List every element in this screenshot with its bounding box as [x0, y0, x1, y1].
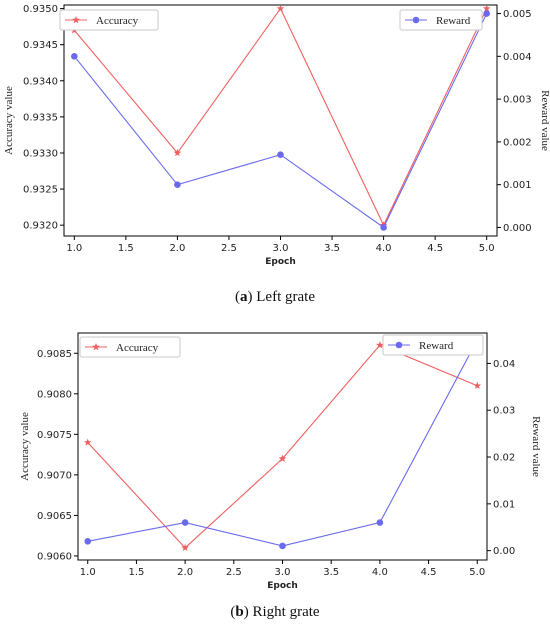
series-line-accuracy	[87, 344, 478, 549]
y2-axis-label: Reward value	[530, 416, 542, 477]
y-tick-label: 0.9085	[37, 349, 72, 360]
x-axis-label: Epoch	[267, 581, 298, 591]
x-tick-label: 2.0	[177, 567, 193, 578]
caption-a: (a) Left grate	[235, 289, 315, 305]
legend-label: Accuracy	[96, 15, 139, 27]
accuracy-point	[376, 341, 384, 349]
reward-point	[181, 519, 189, 526]
y2-tick-label: 0.01	[493, 499, 515, 510]
caption-b: (b) Right grate	[230, 604, 320, 620]
legend-reward: Reward	[399, 9, 483, 31]
y2-tick-label: 0.000	[503, 223, 532, 234]
x-tick-label: 4.0	[376, 243, 392, 254]
x-tick-label: 3.0	[275, 567, 291, 578]
reward-point	[277, 151, 284, 159]
x-tick-label: 1.0	[80, 567, 96, 578]
y2-tick-label: 0.00	[493, 546, 515, 557]
legend-label: Accuracy	[116, 342, 159, 354]
reward-point	[174, 181, 181, 188]
x-tick-label: 3.0	[273, 243, 289, 254]
plot-frame	[63, 4, 498, 237]
y-tick-label: 0.9065	[37, 511, 72, 522]
y2-tick-label: 0.003	[503, 95, 532, 106]
reward-point	[71, 53, 78, 60]
y2-tick-label: 0.002	[503, 137, 532, 148]
series-line-accuracy	[73, 7, 488, 227]
y-tick-label: 0.9325	[23, 185, 58, 196]
legend-box	[59, 9, 159, 31]
reward-point	[483, 10, 490, 17]
y-tick-label: 0.9320	[23, 221, 58, 232]
y-axis-label: Accuracy value	[3, 86, 15, 155]
y2-axis-label: Reward value	[539, 90, 550, 151]
legend-star-marker	[92, 343, 100, 351]
legend-circle-marker	[412, 16, 420, 24]
y2-tick-label: 0.005	[503, 9, 532, 20]
accuracy-point	[278, 454, 287, 462]
accuracy-point	[482, 4, 491, 12]
chart-b: 1.0 1.5 2.0 2.5 3.0 3.5 4.0 4.5 5.0 0.9060 0.9065 0…	[19, 332, 542, 591]
legend-star-marker	[72, 16, 80, 24]
y-tick-label: 0.9080	[37, 389, 72, 400]
x-tick-label: 3.5	[323, 567, 339, 578]
y-tick-label: 0.9075	[37, 430, 72, 441]
caption-b-text: Right grate	[252, 604, 320, 620]
series-line-reward	[87, 339, 478, 547]
caption-a-text: Left grate	[256, 289, 315, 305]
x-tick-label: 1.5	[128, 567, 144, 578]
caption-b-letter: b	[235, 604, 244, 620]
accuracy-point	[173, 148, 182, 157]
legend-accuracy: Accuracy	[59, 9, 159, 31]
series-line-reward	[73, 13, 488, 229]
y2-tick-label: 0.04	[493, 359, 515, 370]
accuracy-point	[83, 438, 92, 446]
x-tick-label: 3.5	[324, 243, 340, 254]
x-tick-label: 4.5	[427, 243, 443, 254]
plot-frame	[77, 332, 488, 561]
y2-tick-label: 0.004	[503, 52, 532, 63]
legend-box	[399, 9, 483, 31]
accuracy-point	[276, 4, 285, 12]
y2-tick-label: 0.001	[503, 180, 532, 191]
y2-tick-label: 0.02	[493, 453, 515, 464]
legend-box	[79, 336, 181, 358]
y-tick-label: 0.9345	[23, 40, 58, 51]
x-tick-label: 1.0	[66, 243, 82, 254]
y-axis-label: Accuracy value	[19, 412, 31, 481]
x-tick-label: 2.5	[226, 567, 242, 578]
caption-a-letter: a	[240, 289, 248, 305]
x-axis-label: Epoch	[265, 257, 296, 267]
reward-point	[376, 519, 384, 526]
x-tick-label: 1.5	[118, 243, 134, 254]
reward-point	[279, 542, 286, 550]
x-tick-label: 4.0	[372, 567, 388, 578]
y-tick-label: 0.9330	[23, 148, 58, 159]
x-tick-label: 2.0	[169, 243, 185, 254]
legend-circle-marker	[395, 341, 403, 349]
legend-reward: Reward	[382, 334, 484, 356]
reward-point	[380, 224, 387, 231]
chart-a: 1.0 1.5 2.0 2.5 3.0 3.5 4.0 4.5 5.0 0.9320 0.9325 0…	[3, 4, 550, 267]
y-tick-label: 0.9350	[23, 4, 58, 15]
x-tick-label: 2.5	[221, 243, 237, 254]
x-tick-label: 5.0	[479, 243, 495, 254]
accuracy-point	[181, 543, 189, 552]
x-tick-label: 4.5	[421, 567, 437, 578]
x-tick-label: 5.0	[469, 567, 485, 578]
reward-point	[84, 537, 92, 545]
y-tick-label: 0.9060	[37, 551, 72, 562]
y-tick-label: 0.9340	[23, 76, 58, 87]
legend-label: Reward	[419, 340, 454, 352]
y-tick-label: 0.9070	[37, 470, 72, 481]
y2-tick-label: 0.03	[493, 406, 515, 417]
legend-label: Reward	[436, 15, 471, 27]
y-tick-label: 0.9335	[23, 112, 58, 123]
accuracy-point	[473, 381, 482, 389]
legend-accuracy: Accuracy	[79, 336, 181, 358]
legend-box	[382, 334, 484, 356]
